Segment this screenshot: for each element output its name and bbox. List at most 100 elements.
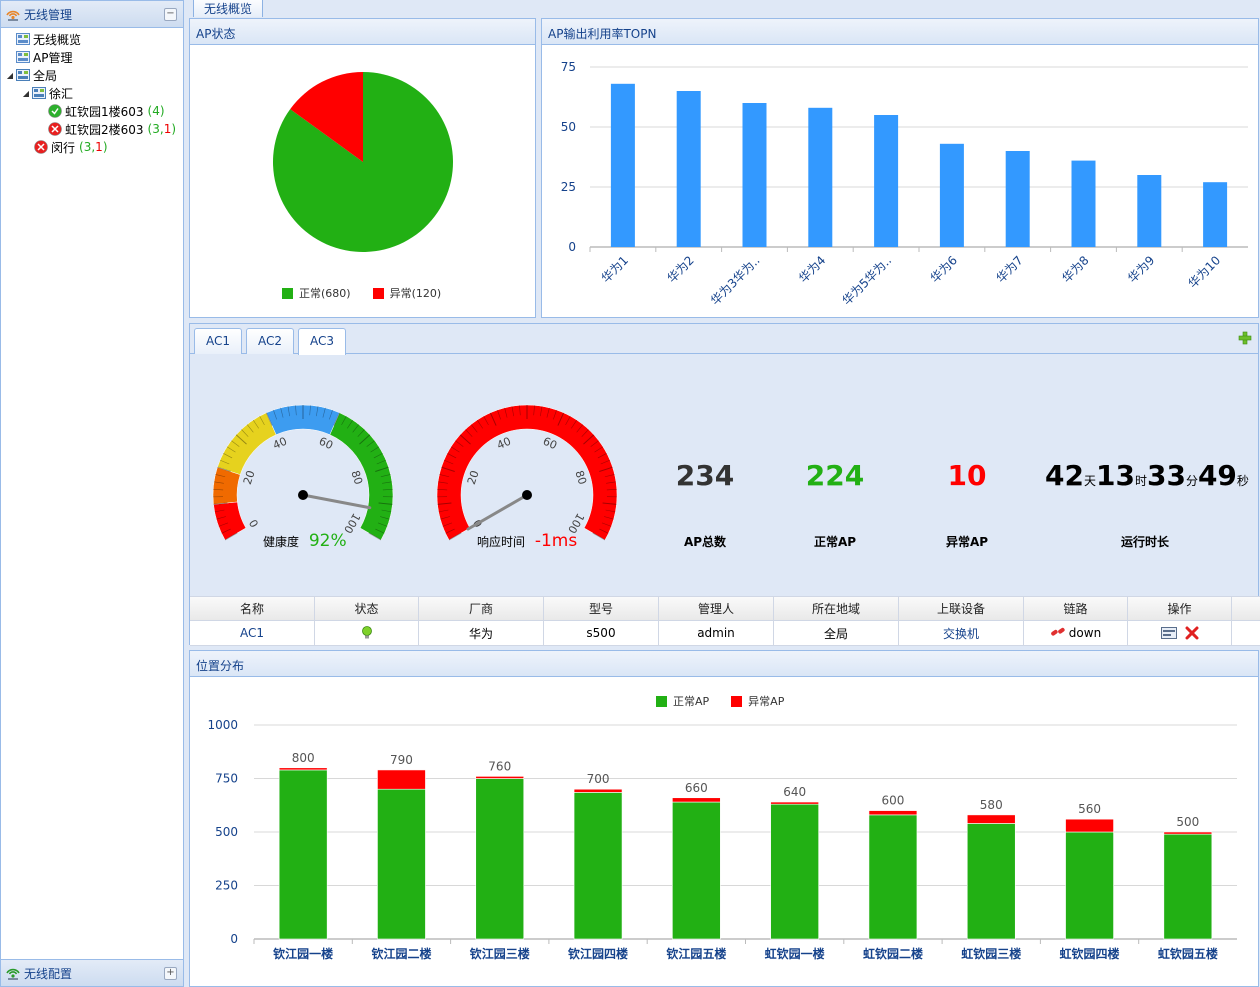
stacked-bar-segment[interactable] <box>278 767 328 771</box>
column-header[interactable]: 链路 <box>1024 597 1128 620</box>
stacked-bar-segment[interactable] <box>475 778 525 940</box>
metric-normal: 224 <box>790 459 880 492</box>
expand-icon[interactable]: + <box>164 967 177 980</box>
gauge-tick <box>215 474 226 478</box>
pie-slice[interactable] <box>273 72 453 253</box>
column-header[interactable]: 厂商 <box>419 597 544 620</box>
tab-ac3[interactable]: AC3 <box>298 328 346 355</box>
gauge-tick <box>287 406 290 417</box>
stacked-bar-segment[interactable] <box>1163 833 1213 940</box>
column-header[interactable]: 状态 <box>315 597 419 620</box>
delete-icon[interactable] <box>1185 626 1199 640</box>
gauge-tick-label: 20 <box>465 469 482 486</box>
column-header[interactable]: 型号 <box>544 597 659 620</box>
topn-bar[interactable] <box>808 107 833 247</box>
cell-uplink[interactable]: 交换机 <box>899 621 1024 645</box>
stacked-bar-segment[interactable] <box>1163 831 1213 835</box>
gauge-tick <box>213 481 224 484</box>
tree-node[interactable]: 无线概览 <box>1 30 183 48</box>
gauge-tick <box>576 424 584 433</box>
wireless-config-title: 无线配置 <box>24 966 73 981</box>
topn-bar[interactable] <box>1203 182 1228 247</box>
stacked-bar-segment[interactable] <box>475 776 525 779</box>
ap-topn-panel: AP输出利用率TOPN 0 25 50 75 华为1 华为2 华为3华为.. 华为4 华为5华为… <box>541 18 1259 318</box>
edit-icon[interactable] <box>1160 626 1177 640</box>
tree-node[interactable]: 虹钦园1楼603 (4) <box>1 102 183 120</box>
gauge-tick <box>483 415 489 426</box>
topn-bar[interactable] <box>874 115 899 247</box>
cell-name[interactable]: AC1 <box>190 621 315 645</box>
y-tick-label: 50 <box>561 120 576 134</box>
stacked-bar-segment[interactable] <box>377 769 426 790</box>
topn-bar[interactable] <box>742 103 767 247</box>
gauge-tick <box>252 419 259 429</box>
x-tick-label: 虹钦园一楼 <box>765 946 825 961</box>
stacked-bar-segment[interactable] <box>672 797 721 803</box>
wireless-config-header[interactable]: 无线配置 + <box>1 959 183 986</box>
stacked-bar-segment[interactable] <box>573 792 623 940</box>
stacked-bar-segment[interactable] <box>966 823 1016 940</box>
gauge-band <box>436 404 618 541</box>
topn-bar[interactable] <box>1005 151 1030 247</box>
gauge-tick <box>590 440 599 447</box>
stacked-bar-segment[interactable] <box>770 803 819 940</box>
x-tick-label: 华为9 <box>1125 253 1157 285</box>
tab-wireless-overview[interactable]: 无线概览 <box>193 0 264 17</box>
pie-slice[interactable] <box>290 72 363 162</box>
tree-node[interactable]: ◢ 全局 <box>1 66 183 84</box>
tree-node-label: 徐汇 <box>49 86 74 101</box>
total-ap-label: AP总数 <box>683 535 727 549</box>
x-tick-label: 华为7 <box>994 253 1026 285</box>
stacked-bar-segment[interactable] <box>868 810 918 816</box>
tree-node[interactable]: 闵行 (3,1) <box>1 138 183 156</box>
add-icon[interactable] <box>1238 331 1252 345</box>
location-title: 位置分布 <box>190 651 1258 677</box>
wireless-manage-header[interactable]: 无线管理 − <box>1 1 183 28</box>
ap-status-pie-chart <box>273 72 453 253</box>
gauge-tick <box>440 516 451 520</box>
tab-ac2[interactable]: AC2 <box>246 328 294 354</box>
tree-node[interactable]: ◢ 徐汇 <box>1 84 183 102</box>
table-row[interactable]: AC1 华为 s500 admin 全局 交换机 do <box>190 621 1260 646</box>
cell-actions <box>1128 621 1232 645</box>
x-tick-label: 虹钦园二楼 <box>863 946 923 961</box>
gauge-tick <box>218 522 229 527</box>
stacked-bar-segment[interactable] <box>573 788 623 793</box>
collapse-icon[interactable]: − <box>164 8 177 21</box>
wireless-config-icon <box>6 968 20 980</box>
tree-expander-icon[interactable]: ◢ <box>6 70 14 80</box>
total-ap-value: 234 <box>675 459 735 492</box>
gauge-tick <box>235 434 247 445</box>
topn-bar[interactable] <box>610 83 635 247</box>
column-header[interactable]: 管理人 <box>659 597 774 620</box>
uptime-minutes-unit: 分 <box>1185 474 1198 488</box>
gauge-tick <box>377 522 388 527</box>
tab-ac1[interactable]: AC1 <box>194 328 242 354</box>
tree-node[interactable]: AP管理 <box>1 48 183 66</box>
stacked-bar-segment[interactable] <box>966 814 1016 824</box>
topn-bar[interactable] <box>1071 160 1096 247</box>
stacked-bar-segment[interactable] <box>1065 818 1114 833</box>
response-label: 响应时间 <box>477 535 526 549</box>
gauge-tick <box>309 405 311 416</box>
column-header[interactable]: 上联设备 <box>899 597 1024 620</box>
tree-node[interactable]: 虹钦园2楼603 (3,1) <box>1 120 183 138</box>
stacked-bar-segment[interactable] <box>770 801 819 805</box>
stacked-bar-segment[interactable] <box>1065 831 1114 940</box>
topn-bar[interactable] <box>939 143 964 247</box>
column-header[interactable]: 所在地域 <box>774 597 899 620</box>
column-header[interactable]: 名称 <box>190 597 315 620</box>
gauge-band <box>329 412 394 541</box>
gauge-tick <box>601 522 612 527</box>
stacked-bar-segment[interactable] <box>278 769 328 940</box>
stacked-bar-segment[interactable] <box>377 788 426 940</box>
stacked-bar-segment[interactable] <box>672 801 721 940</box>
stacked-bar-segment[interactable] <box>868 814 918 940</box>
topn-bar[interactable] <box>676 91 701 247</box>
tree-node-count: (3,1) <box>147 122 177 136</box>
topn-bar[interactable] <box>1137 175 1162 247</box>
gauge-tick <box>504 407 508 418</box>
tree-expander-icon[interactable]: ◢ <box>22 88 30 98</box>
overview-icon <box>16 33 30 45</box>
column-header[interactable]: 操作 <box>1128 597 1232 620</box>
